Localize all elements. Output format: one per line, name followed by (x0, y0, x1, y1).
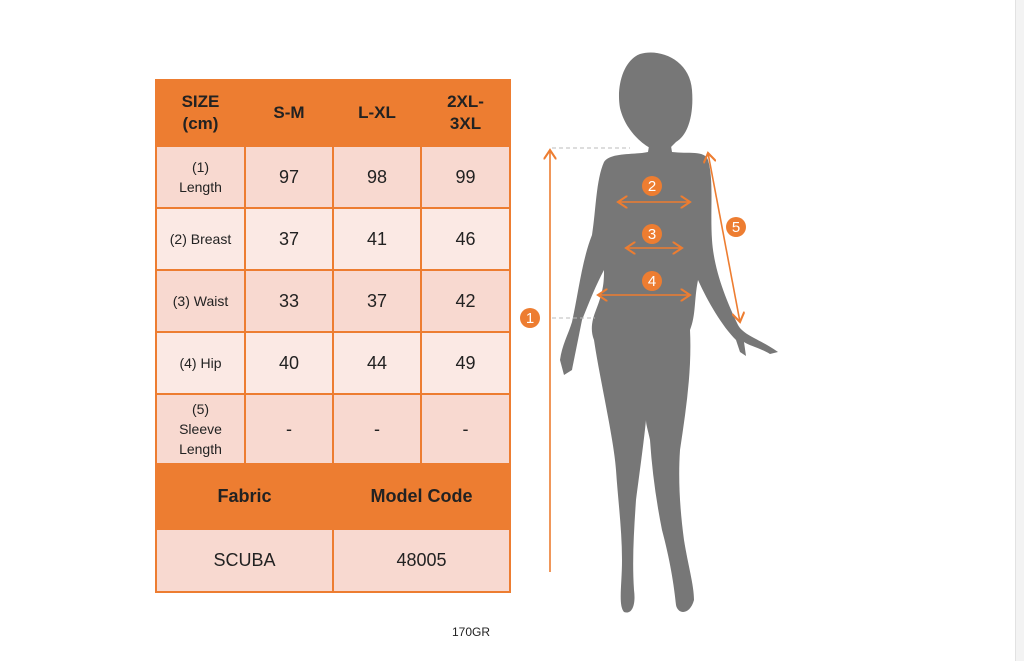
table-row-sleeve-length: (5) Sleeve Length - - - (155, 393, 511, 465)
row-label-text: Length (179, 441, 222, 457)
table-row-waist: (3) Waist 33 37 42 (155, 269, 511, 333)
header-text: SIZE (cm) (181, 92, 220, 133)
cell: - (420, 393, 511, 465)
row-label-text: (5) (191, 401, 210, 417)
fabric-value: SCUBA (155, 528, 334, 593)
cell: 46 (420, 207, 511, 271)
header-l-xl: L-XL (332, 79, 422, 147)
row-label-text: (1) (191, 159, 210, 175)
header-text: L-XL (358, 103, 396, 122)
marker-3-icon (642, 224, 662, 244)
fabric-label: Fabric (155, 463, 334, 530)
model-code-label: Model Code (332, 463, 511, 530)
header-2xl-3xl: 2XL-3XL (420, 79, 511, 147)
row-label-text: Sleeve (179, 421, 222, 437)
row-label: (1) Length (155, 145, 246, 209)
cell: 97 (244, 145, 334, 209)
table-row-length: (1) Length 97 98 99 (155, 145, 511, 209)
marker-2-icon (642, 176, 662, 196)
cell: 41 (332, 207, 422, 271)
cell: 44 (332, 331, 422, 395)
marker-5-label: 5 (732, 219, 740, 236)
cell: 33 (244, 269, 334, 333)
row-label-text: Length (179, 179, 222, 195)
weight-caption: 170GR (452, 625, 491, 639)
body-measurement-figure: 1 2 3 4 5 (520, 52, 778, 613)
table-row-breast: (2) Breast 37 41 46 (155, 207, 511, 271)
row-label: (3) Waist (155, 269, 246, 333)
model-code-value: 48005 (332, 528, 511, 593)
row-label: (5) Sleeve Length (155, 393, 246, 465)
header-text: 2XL-3XL (447, 92, 484, 133)
row-label: (4) Hip (155, 331, 246, 395)
marker-2-label: 2 (648, 178, 656, 195)
table-row-hip: (4) Hip 40 44 49 (155, 331, 511, 395)
cell: - (332, 393, 422, 465)
header-text: S-M (273, 103, 305, 122)
cell: 49 (420, 331, 511, 395)
row-label: (2) Breast (155, 207, 246, 271)
size-chart-table: SIZE (cm) S-M L-XL 2XL-3XL (1) Length 97 … (155, 79, 511, 593)
marker-3-label: 3 (648, 226, 656, 243)
fabric-header-row: Fabric Model Code (155, 463, 511, 530)
fabric-value-row: SCUBA 48005 (155, 528, 511, 593)
silhouette-icon (560, 52, 778, 613)
cell: 42 (420, 269, 511, 333)
marker-1-icon (520, 308, 540, 328)
cell: 98 (332, 145, 422, 209)
marker-1-label: 1 (526, 310, 534, 327)
cell: 99 (420, 145, 511, 209)
measurement-lines (550, 147, 740, 572)
sleeve-arrow (708, 153, 740, 322)
scrollbar[interactable] (1015, 0, 1024, 661)
cell: - (244, 393, 334, 465)
cell: 37 (244, 207, 334, 271)
marker-4-icon (642, 271, 662, 291)
header-size: SIZE (cm) (155, 79, 246, 147)
cell: 37 (332, 269, 422, 333)
table-header-row: SIZE (cm) S-M L-XL 2XL-3XL (155, 79, 511, 147)
marker-5-icon (726, 217, 746, 237)
header-s-m: S-M (244, 79, 334, 147)
marker-4-label: 4 (648, 273, 656, 290)
cell: 40 (244, 331, 334, 395)
